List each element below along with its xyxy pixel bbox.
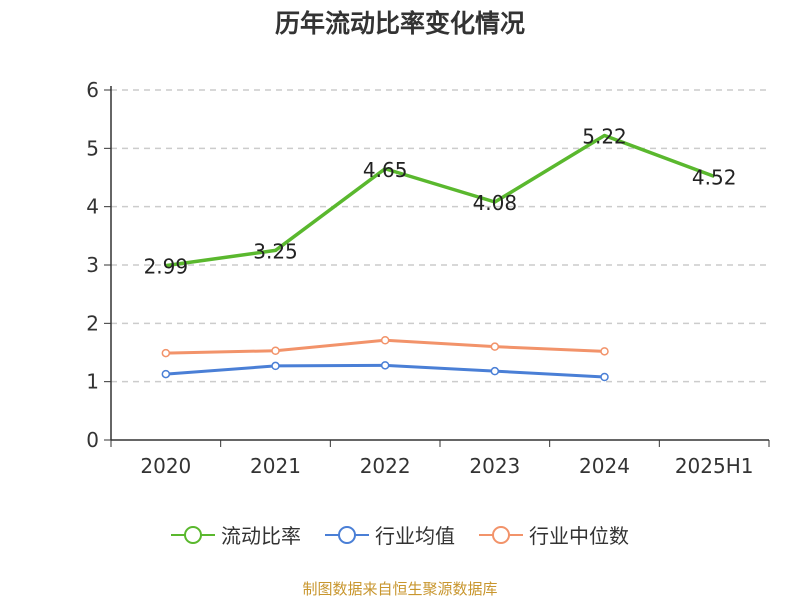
legend-item-industry-mean[interactable]: 行业均值 — [325, 520, 455, 549]
legend: 流动比率 行业均值 行业中位数 — [0, 520, 800, 549]
x-tick-label: 2022 — [360, 454, 411, 478]
data-point — [600, 347, 609, 356]
y-tick-label: 6 — [86, 78, 99, 102]
data-point — [161, 348, 171, 358]
data-point — [161, 369, 171, 379]
legend-marker-current-ratio-icon — [171, 525, 215, 544]
data-label: 4.08 — [473, 191, 518, 215]
legend-label: 行业均值 — [375, 524, 455, 548]
x-tick-label: 2020 — [140, 454, 191, 478]
data-point — [380, 361, 390, 370]
data-label: 3.25 — [253, 239, 298, 263]
y-tick-label: 2 — [86, 311, 99, 335]
data-label: 4.65 — [363, 158, 408, 182]
x-tick-label: 2023 — [469, 454, 520, 478]
legend-marker-industry-median-icon — [479, 525, 523, 544]
data-point — [490, 342, 500, 351]
data-point — [490, 366, 500, 376]
legend-item-industry-median[interactable]: 行业中位数 — [479, 520, 629, 549]
data-label: 2.99 — [144, 255, 189, 279]
y-tick-label: 4 — [86, 195, 99, 219]
data-point — [271, 346, 280, 355]
y-tick-label: 5 — [86, 136, 99, 160]
legend-marker-industry-mean-icon — [325, 525, 369, 544]
y-tick-label: 0 — [86, 428, 99, 452]
x-tick-label: 2025H1 — [675, 454, 754, 478]
y-tick-label: 1 — [86, 370, 99, 394]
legend-label: 流动比率 — [221, 524, 301, 548]
data-source-note: 制图数据来自恒生聚源数据库 — [302, 580, 498, 598]
data-point — [600, 372, 609, 382]
legend-label: 行业中位数 — [529, 524, 629, 548]
chart-title: 历年流动比率变化情况 — [274, 9, 525, 38]
data-label: 4.52 — [692, 165, 737, 189]
x-tick-label: 2021 — [250, 454, 301, 478]
y-tick-label: 3 — [86, 253, 99, 277]
data-point — [271, 361, 280, 371]
x-tick-label: 2024 — [579, 454, 630, 478]
data-label: 5.22 — [582, 125, 627, 149]
series-line — [165, 133, 715, 268]
data-point — [380, 336, 390, 345]
legend-item-current-ratio[interactable]: 流动比率 — [171, 520, 301, 549]
